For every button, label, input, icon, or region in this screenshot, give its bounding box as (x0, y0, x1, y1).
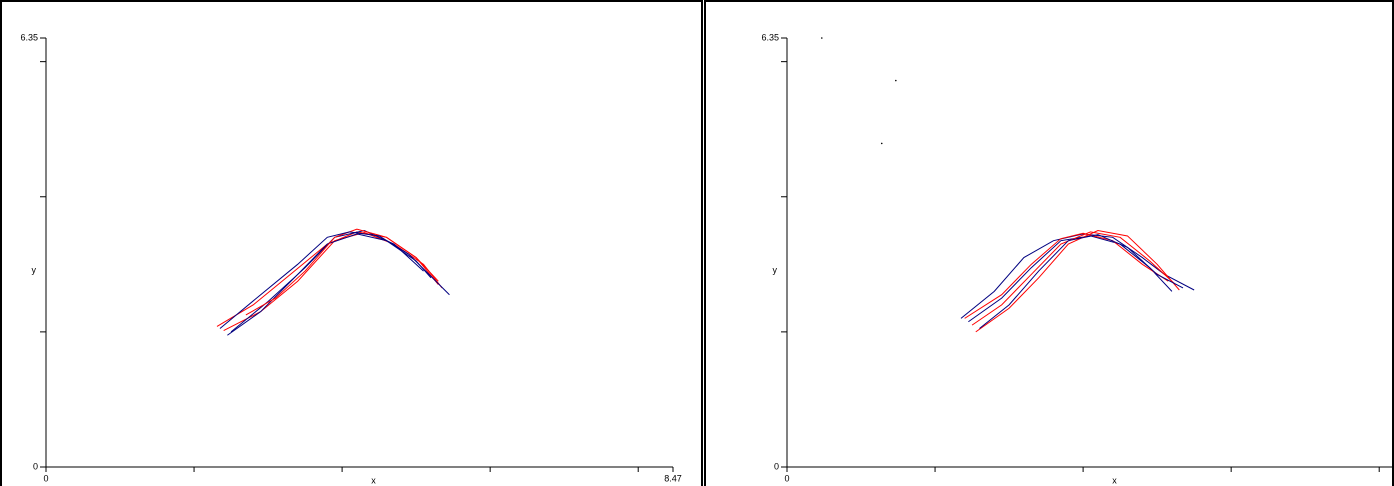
data-dot (880, 142, 883, 145)
y-axis-label: y (773, 265, 778, 275)
data-dot (895, 79, 897, 82)
x-axis-label: x (1112, 475, 1117, 485)
x-axis-label: x (371, 475, 376, 485)
series-line (971, 231, 1176, 326)
series-line (227, 233, 432, 336)
x-tick-label: 0 (43, 473, 48, 483)
series-line (979, 234, 1184, 329)
y-tick-label: 6.35 (761, 32, 779, 42)
y-tick-label: 0 (33, 461, 38, 471)
data-dot (820, 37, 823, 39)
chart-panel: 00 6.35 8.47 x y (0, 0, 703, 486)
x-tick-label: 0 (784, 473, 789, 483)
series-line (960, 233, 1195, 319)
series-line (964, 232, 1169, 319)
y-tick-label: 6.35 (20, 32, 38, 42)
series-line (219, 231, 450, 329)
y-axis-label: y (32, 265, 37, 275)
y-tick-label: 0 (774, 461, 779, 471)
panel-border (0, 0, 703, 486)
x-tick-label: 8.47 (664, 473, 682, 483)
